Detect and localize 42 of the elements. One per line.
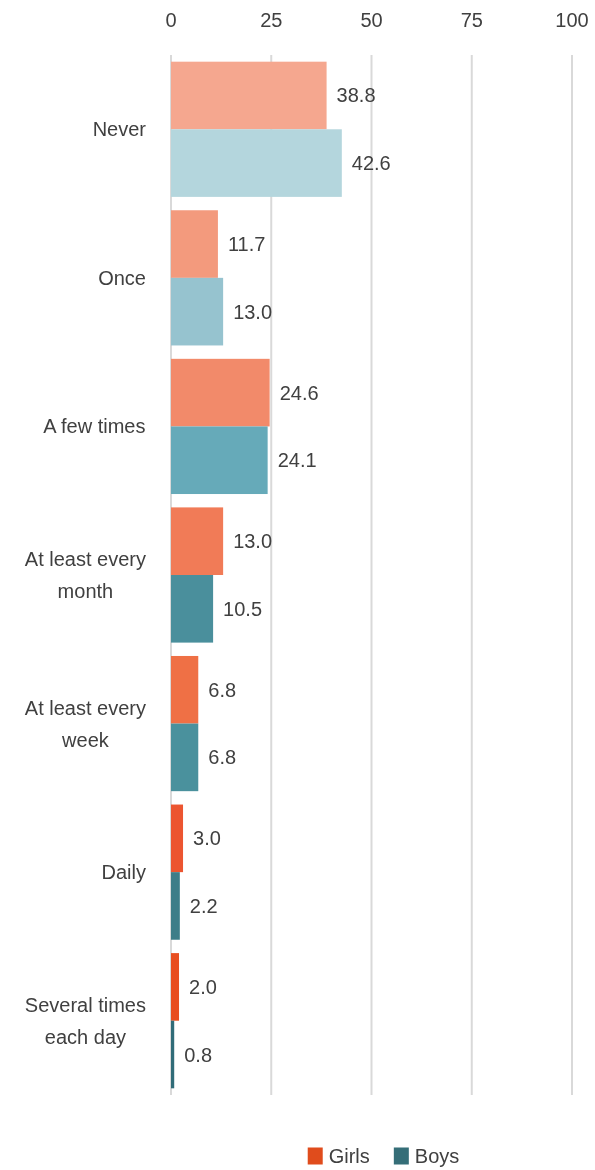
data-label: 2.2 — [189, 894, 218, 917]
data-label: 6.8 — [208, 746, 237, 769]
bar — [171, 575, 214, 643]
data-label: 13.0 — [233, 530, 273, 553]
y-tick-label: Several times each day — [24, 993, 146, 1048]
bar — [171, 655, 199, 724]
bar — [171, 426, 268, 495]
bar — [171, 872, 180, 940]
y-tick-label: At least every week — [24, 696, 146, 751]
data-label: 3.0 — [193, 827, 221, 850]
x-tick-label: 100 — [555, 9, 589, 31]
legend-label: Girls — [328, 1145, 370, 1167]
bar — [171, 953, 180, 1021]
data-label: 42.6 — [351, 152, 391, 175]
y-tick-label: A few times — [43, 415, 146, 438]
bar — [171, 277, 224, 346]
bar — [171, 61, 327, 130]
data-label: 6.8 — [208, 678, 237, 701]
bar — [171, 804, 184, 873]
bar — [171, 358, 270, 427]
bar — [171, 1020, 175, 1089]
y-tick-label: Daily — [101, 861, 146, 884]
data-label: 0.8 — [184, 1043, 213, 1066]
y-tick-label: Never — [92, 118, 147, 141]
y-tick-label: At least every month — [24, 548, 146, 602]
legend-label: Boys — [414, 1145, 460, 1167]
data-label: 10.5 — [223, 597, 263, 620]
bar — [171, 210, 218, 278]
y-tick-label: Once — [98, 266, 146, 289]
x-tick-label: 50 — [360, 9, 383, 31]
data-label: 38.8 — [336, 84, 376, 107]
data-label: 24.1 — [277, 449, 317, 472]
bar — [171, 507, 224, 575]
bar — [171, 723, 199, 792]
x-tick-label: 75 — [460, 9, 483, 31]
x-tick-label: 0 — [165, 9, 177, 31]
x-tick-label: 25 — [260, 9, 283, 31]
data-label: 11.7 — [227, 233, 266, 256]
data-label: 24.6 — [279, 381, 319, 404]
bar — [171, 129, 342, 197]
data-label: 13.0 — [233, 300, 273, 323]
data-label: 2.0 — [189, 975, 217, 998]
